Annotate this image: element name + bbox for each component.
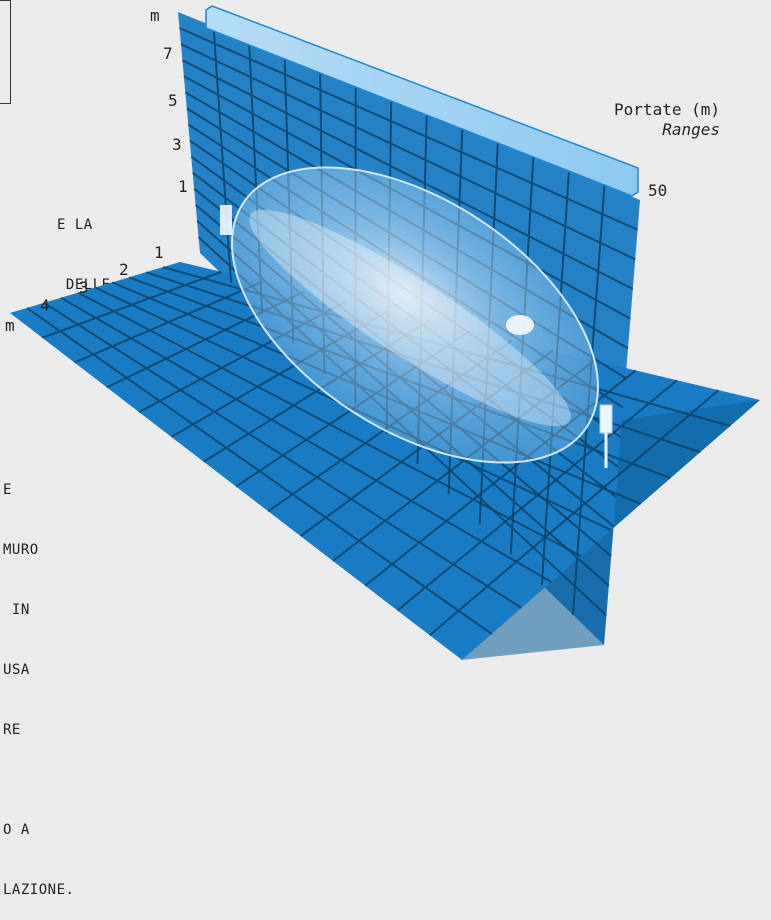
vertical-axis-tick: 5 bbox=[168, 92, 178, 110]
depth-axis-tick: 2 bbox=[119, 261, 129, 279]
depth-axis-tick: 4 bbox=[40, 297, 50, 315]
vertical-axis-unit: m bbox=[150, 7, 160, 25]
range-axis-subtitle: Ranges bbox=[662, 120, 720, 139]
range-axis-title: Portate (m) bbox=[610, 100, 720, 120]
depth-axis-tick: 1 bbox=[154, 244, 164, 262]
range-axis-label: Portate (m) Ranges bbox=[610, 100, 720, 140]
cut-text-line: LAZIONE. bbox=[3, 880, 74, 900]
vertical-axis-tick: 1 bbox=[178, 178, 188, 196]
vertical-axis-tick: 7 bbox=[163, 45, 173, 63]
vertical-axis-tick: 3 bbox=[172, 136, 182, 154]
cut-text-line: RE bbox=[3, 720, 74, 740]
range-axis-tick: 50 bbox=[648, 182, 667, 200]
cut-text-line: O A bbox=[3, 820, 74, 840]
depth-axis-unit: m bbox=[5, 317, 15, 335]
depth-axis-tick: 3 bbox=[79, 279, 89, 297]
